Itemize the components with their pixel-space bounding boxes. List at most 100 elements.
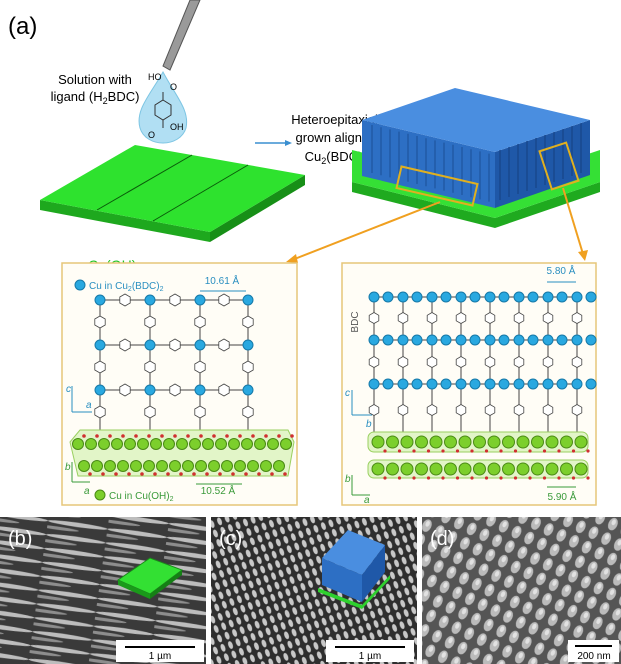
cu-node — [527, 378, 539, 390]
linker-ring — [242, 360, 254, 374]
spacing-label: 5.90 Å — [548, 490, 577, 503]
text: Cu in Cu — [89, 281, 128, 292]
linker-ring — [397, 404, 409, 416]
mof-top — [362, 88, 590, 152]
cu-node — [542, 334, 554, 346]
cu-node — [94, 294, 106, 306]
linker-ring — [571, 356, 583, 368]
pipette — [162, 0, 201, 71]
layer — [69, 429, 295, 477]
cu-node — [585, 291, 597, 303]
cu-node — [571, 291, 583, 303]
cu-node — [241, 438, 253, 450]
text: ligand (H — [51, 89, 103, 104]
linker-ring — [119, 293, 131, 307]
oxygen — [470, 449, 474, 453]
cu-node — [469, 291, 481, 303]
text: (BDC) — [132, 281, 160, 292]
cu-node — [571, 378, 583, 390]
scale-box — [116, 640, 204, 662]
linker-ring — [144, 315, 156, 329]
linker-label: BDC — [350, 311, 361, 332]
linker-ring — [455, 312, 467, 324]
cu-node — [458, 462, 472, 476]
atom: OH — [170, 122, 184, 132]
oxygen — [383, 476, 387, 480]
cu-node — [498, 291, 510, 303]
linker-ring — [484, 356, 496, 368]
spacing-label: 10.61 Å — [205, 274, 240, 287]
cu-node — [469, 378, 481, 390]
axis-label: c — [66, 384, 71, 395]
text: Cu — [305, 149, 322, 164]
oxygen — [95, 434, 99, 438]
cu-node — [397, 334, 409, 346]
cu-node — [371, 435, 385, 449]
cu-node — [585, 334, 597, 346]
oxygen — [270, 472, 274, 476]
cu-node — [111, 438, 123, 450]
linker-ring — [542, 312, 554, 324]
cu-node — [242, 339, 254, 351]
linker-ring — [242, 315, 254, 329]
oxygen — [542, 476, 547, 480]
cu-node — [516, 462, 530, 476]
cu-node — [513, 291, 525, 303]
spacing-label: 10.52 Å — [201, 484, 236, 497]
cu-node — [163, 438, 175, 450]
oxygen — [121, 434, 125, 438]
cu-node — [560, 462, 573, 476]
cu-node — [397, 291, 409, 303]
oxygen — [283, 472, 287, 476]
arrow-head — [286, 254, 298, 263]
axes — [351, 475, 370, 496]
oxygen — [108, 434, 112, 438]
linker-ring — [218, 293, 230, 307]
cu-node — [574, 462, 588, 476]
oxygen — [244, 472, 248, 476]
cu-node — [545, 435, 559, 449]
oxygen — [571, 449, 576, 453]
linker-ring — [426, 312, 438, 324]
cu-node — [484, 291, 496, 303]
linker-ring — [542, 404, 554, 416]
oxygen — [470, 476, 474, 480]
sem-image — [211, 517, 417, 664]
panel-label: (c) — [219, 528, 242, 550]
legend-marker — [94, 489, 106, 501]
linker-ring — [218, 338, 230, 352]
oxygen — [134, 434, 138, 438]
oxygen — [114, 472, 118, 476]
cu-node — [455, 334, 467, 346]
oxygen — [290, 434, 294, 438]
oxygen — [153, 472, 157, 476]
oxygen — [455, 449, 460, 453]
scale-label: 200 nm — [577, 651, 610, 662]
oxygen — [441, 449, 445, 453]
mof-texture — [371, 123, 582, 202]
sem-image — [0, 517, 206, 664]
axes — [71, 462, 90, 483]
cu-node — [137, 438, 149, 450]
mof-inset — [322, 530, 385, 575]
cu-node — [195, 460, 207, 472]
cu-node — [426, 334, 438, 346]
oxygen — [238, 434, 242, 438]
cu-node — [531, 462, 544, 476]
linker-ring — [368, 404, 380, 416]
linker-ring — [169, 338, 181, 352]
linker-ring — [513, 312, 525, 324]
cu-node — [429, 435, 443, 449]
cu-node — [542, 378, 554, 390]
linker-ring — [426, 356, 438, 368]
cu-node — [585, 378, 597, 390]
oxygen — [441, 476, 445, 480]
text: BDC) — [108, 89, 140, 104]
spacing-label: 5.80 Å — [547, 264, 576, 277]
linker-ring — [484, 404, 496, 416]
cu-node — [368, 378, 380, 390]
atom: HO — [148, 72, 162, 82]
linker-ring — [144, 405, 156, 419]
cu-node — [411, 334, 423, 346]
cu-node — [487, 462, 501, 476]
